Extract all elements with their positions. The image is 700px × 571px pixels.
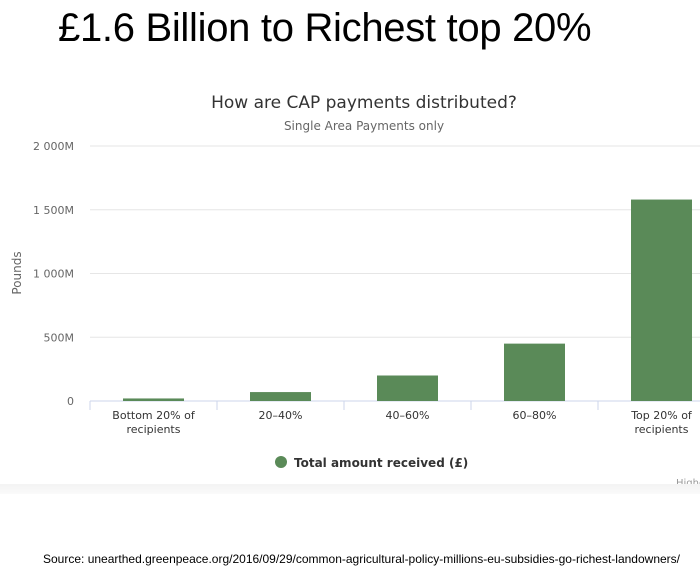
bar[interactable] <box>631 199 692 401</box>
panel-shadow <box>0 484 700 494</box>
legend-label[interactable]: Total amount received (£) <box>294 456 468 470</box>
chart-panel: How are CAP payments distributed? Single… <box>0 72 700 489</box>
chart-credits[interactable]: Highc <box>676 478 700 489</box>
bar[interactable] <box>377 375 438 402</box>
slide-headline: £1.6 Billion to Richest top 20% <box>58 6 592 50</box>
y-tick-label: 0 <box>67 395 74 408</box>
x-tick-label: 40–60% <box>386 409 430 422</box>
source-note: Source: unearthed.greenpeace.org/2016/09… <box>43 552 680 566</box>
bar[interactable] <box>504 343 565 401</box>
chart-subtitle: Single Area Payments only <box>284 119 444 133</box>
y-axis-title: Pounds <box>10 251 24 294</box>
legend[interactable]: Total amount received (£) <box>275 456 468 470</box>
chart-title: How are CAP payments distributed? <box>211 93 517 113</box>
bar[interactable] <box>250 392 311 401</box>
bar[interactable] <box>123 398 184 401</box>
x-tick-label: Top 20% of recipients <box>630 409 693 436</box>
x-tick-label: 60–80% <box>513 409 557 422</box>
y-tick-label: 1 500M <box>33 204 74 217</box>
bar-chart: How are CAP payments distributed? Single… <box>10 93 700 489</box>
y-tick-label: 500M <box>44 331 75 344</box>
legend-marker <box>275 456 287 468</box>
x-tick-label: 20–40% <box>259 409 303 422</box>
y-tick-label: 1 000M <box>33 268 74 281</box>
y-tick-label: 2 000M <box>33 140 74 153</box>
x-tick-label: Bottom 20% of recipients <box>112 409 196 436</box>
